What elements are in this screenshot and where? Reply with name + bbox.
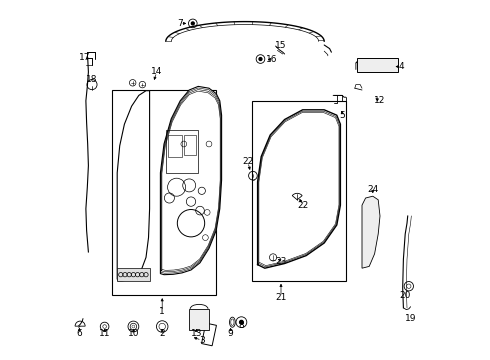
Circle shape: [192, 22, 194, 25]
Polygon shape: [117, 268, 149, 281]
Text: 2: 2: [159, 328, 165, 338]
Text: 7: 7: [177, 19, 183, 28]
Bar: [112, 90, 216, 295]
Bar: [166, 130, 198, 173]
Text: 8: 8: [239, 321, 245, 330]
Bar: [357, 58, 398, 72]
Text: 16: 16: [266, 55, 278, 64]
Bar: [189, 309, 209, 330]
Text: 9: 9: [228, 328, 233, 338]
Polygon shape: [362, 196, 380, 268]
Text: 17: 17: [79, 53, 91, 62]
Text: 10: 10: [128, 328, 139, 338]
Polygon shape: [117, 91, 149, 281]
Text: 24: 24: [367, 184, 378, 194]
Text: 6: 6: [76, 328, 82, 338]
Bar: [168, 135, 182, 157]
Text: 15: 15: [275, 40, 287, 49]
Text: 14: 14: [151, 68, 163, 77]
Text: 23: 23: [275, 256, 287, 265]
Circle shape: [240, 320, 243, 324]
Text: 19: 19: [405, 314, 416, 323]
Text: 1: 1: [159, 307, 165, 316]
Text: 18: 18: [86, 75, 98, 84]
Text: 11: 11: [99, 328, 110, 338]
Polygon shape: [160, 86, 221, 275]
Text: 4: 4: [399, 62, 404, 71]
Bar: [184, 135, 196, 155]
Circle shape: [259, 58, 262, 60]
Text: 20: 20: [399, 291, 411, 300]
Text: 22: 22: [297, 201, 308, 210]
Text: 22: 22: [242, 157, 253, 166]
Text: 12: 12: [374, 96, 386, 105]
Text: 3: 3: [199, 336, 205, 345]
Text: 5: 5: [339, 111, 345, 120]
Bar: [252, 101, 346, 281]
Text: 13: 13: [191, 328, 202, 338]
Text: 21: 21: [275, 292, 287, 302]
